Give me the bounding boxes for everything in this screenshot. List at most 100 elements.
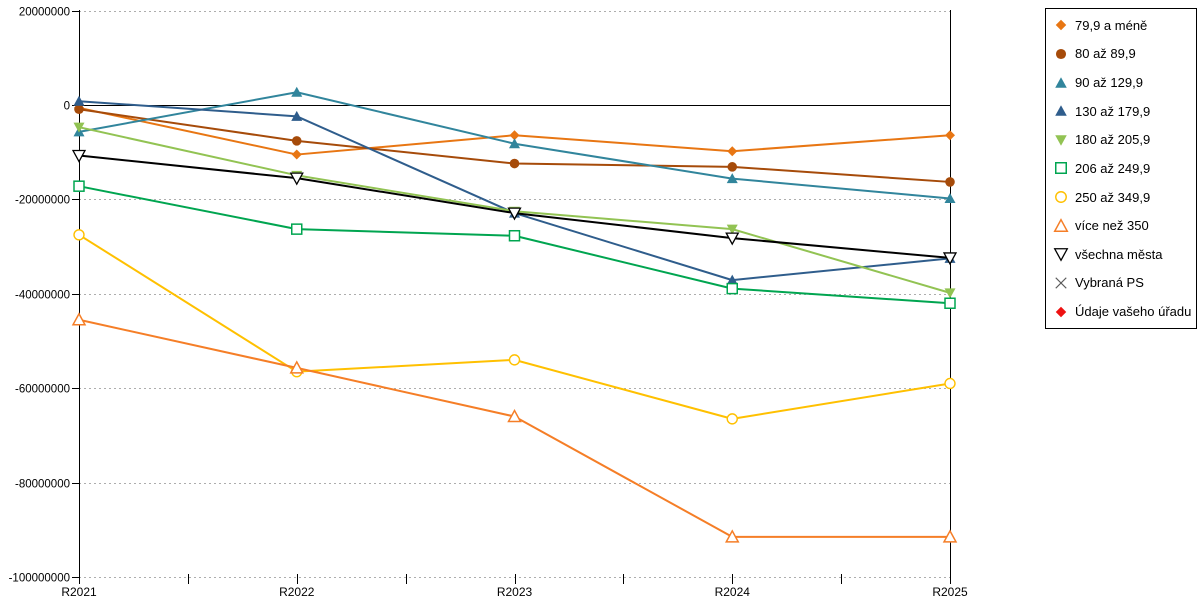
legend-item-label: 80 až 89,9 xyxy=(1075,46,1136,62)
legend-item: 206 až 249,9 xyxy=(1046,155,1196,182)
data-point-marker xyxy=(73,95,85,106)
y-axis-label: -40000000 xyxy=(15,290,70,302)
series-line xyxy=(78,185,951,305)
legend-item: všechna města xyxy=(1046,241,1196,268)
x-axis-label: R2024 xyxy=(715,585,751,599)
legend-item-label: 90 až 129,9 xyxy=(1075,75,1143,91)
legend-item: Vybraná PS xyxy=(1046,269,1196,296)
data-point-marker xyxy=(1055,48,1067,59)
legend-item: 130 až 179,9 xyxy=(1046,98,1196,125)
data-point-marker xyxy=(289,360,305,374)
legend-item: 250 až 349,9 xyxy=(1046,184,1196,211)
legend-item: 180 až 205,9 xyxy=(1046,126,1196,153)
data-point-marker xyxy=(1055,135,1067,146)
data-point-marker xyxy=(1053,248,1069,262)
legend-item-label: 206 až 249,9 xyxy=(1075,160,1151,176)
legend-item: 79,9 a méně xyxy=(1046,12,1196,39)
y-axis-label: -20000000 xyxy=(15,195,70,207)
y-axis-label: -100000000 xyxy=(9,573,70,585)
legend-item-label: 130 až 179,9 xyxy=(1075,103,1151,119)
data-point-marker xyxy=(507,207,522,221)
data-point-marker xyxy=(724,529,740,543)
data-point-marker xyxy=(727,146,738,157)
triangle-down-open-legend-icon xyxy=(1053,248,1069,262)
data-point-marker xyxy=(508,229,521,242)
data-point-marker xyxy=(942,252,958,266)
series-line xyxy=(78,233,951,420)
legend-item-label: 79,9 a méně xyxy=(1075,17,1148,33)
data-point-marker xyxy=(1055,162,1067,175)
data-point-marker xyxy=(73,229,85,241)
data-point-marker xyxy=(509,130,520,141)
data-point-marker xyxy=(508,354,521,366)
data-point-marker xyxy=(71,312,87,326)
data-point-marker xyxy=(289,172,304,186)
legend: 79,9 a méně 80 až 89,9 90 až 129,9 130 až 1… xyxy=(1045,8,1197,329)
data-point-marker xyxy=(1055,306,1067,317)
legend-item-label: více než 350 xyxy=(1075,218,1149,234)
data-point-marker xyxy=(73,180,85,192)
y-axis-label: -80000000 xyxy=(15,479,70,491)
data-point-marker xyxy=(725,232,740,246)
data-point-marker xyxy=(509,138,520,149)
legend-item: 80 až 89,9 xyxy=(1046,40,1196,67)
data-point-marker xyxy=(944,377,956,390)
x-axis-label: R2021 xyxy=(61,585,97,599)
data-point-marker xyxy=(726,224,738,235)
circle-filled-legend-icon xyxy=(1055,48,1067,59)
data-point-marker xyxy=(507,408,522,423)
data-point-marker xyxy=(71,149,87,163)
legend-item-label: Vybraná PS xyxy=(1075,275,1144,291)
data-point-marker xyxy=(726,274,738,285)
y-axis-label: -60000000 xyxy=(15,384,70,396)
data-point-marker xyxy=(726,282,738,295)
data-point-marker xyxy=(73,122,85,133)
series-line xyxy=(78,318,951,538)
data-point-marker xyxy=(942,529,958,543)
data-point-marker xyxy=(291,223,303,235)
data-point-marker xyxy=(726,173,738,184)
data-point-marker xyxy=(945,177,955,187)
data-point-marker xyxy=(726,413,738,425)
triangle-up-filled-legend-icon xyxy=(1055,105,1067,116)
x-axis-label: R2025 xyxy=(932,585,968,599)
y-axis-label: 0 xyxy=(64,101,70,113)
legend-item-label: 250 až 349,9 xyxy=(1075,189,1151,205)
y-axis-label: 20000000 xyxy=(19,7,70,19)
triangle-up-open-legend-icon xyxy=(1053,217,1069,232)
data-point-marker xyxy=(1055,105,1067,116)
legend-item: více než 350 xyxy=(1046,212,1196,239)
data-point-marker xyxy=(291,86,303,97)
data-point-marker xyxy=(1055,277,1067,289)
x-cross-legend-icon xyxy=(1055,277,1067,289)
data-point-marker xyxy=(1055,20,1067,31)
legend-item: Údaje vašeho úřadu xyxy=(1046,298,1196,325)
data-point-marker xyxy=(727,162,738,172)
data-point-marker xyxy=(291,110,303,121)
data-point-marker xyxy=(509,158,520,169)
triangle-up-filled-legend-icon xyxy=(1055,76,1067,88)
legend-item: 90 až 129,9 xyxy=(1046,69,1196,96)
data-point-marker xyxy=(944,192,956,203)
legend-item-label: 180 až 205,9 xyxy=(1075,132,1151,148)
circle-open-legend-icon xyxy=(1055,191,1067,204)
legend-item-label: Údaje vašeho úřadu xyxy=(1075,304,1192,320)
data-point-marker xyxy=(945,130,955,141)
data-point-marker xyxy=(1055,76,1067,88)
diamond-filled-legend-icon xyxy=(1055,20,1067,31)
data-point-marker xyxy=(1055,191,1067,204)
triangle-down-filled-legend-icon xyxy=(1055,135,1067,146)
x-axis-label: R2023 xyxy=(497,585,533,599)
data-point-marker xyxy=(291,149,302,160)
x-axis-label: R2022 xyxy=(279,585,315,599)
square-open-legend-icon xyxy=(1055,162,1067,175)
data-point-marker xyxy=(74,104,84,115)
legend-item-label: všechna města xyxy=(1075,246,1163,262)
data-point-marker xyxy=(291,136,302,146)
data-point-marker xyxy=(1053,217,1069,232)
data-point-marker xyxy=(944,288,956,299)
diamond-filled-legend-icon xyxy=(1055,306,1067,317)
data-point-marker xyxy=(944,297,956,309)
